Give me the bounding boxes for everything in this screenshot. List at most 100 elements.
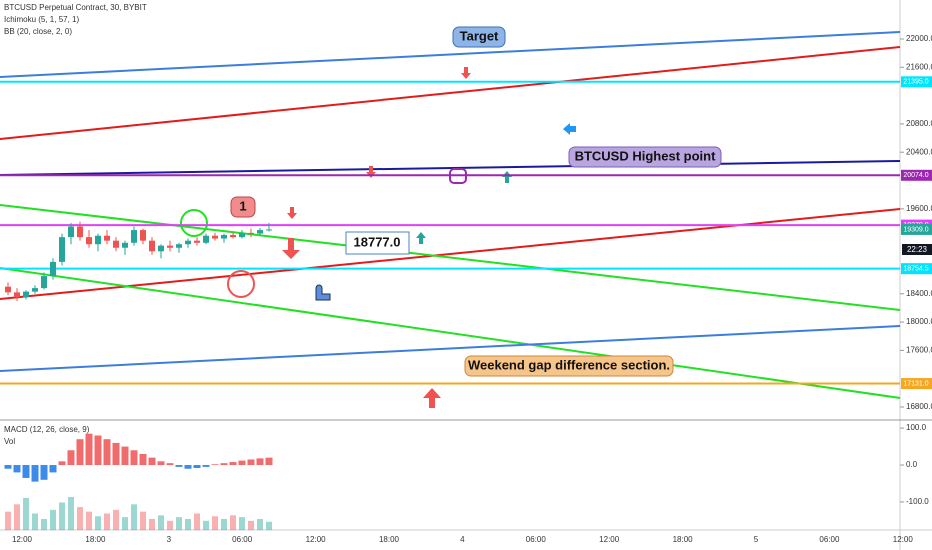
callout [345,231,410,255]
candle-body [122,242,128,248]
y-tick-label: 20400.0 [906,147,932,156]
volume-bar [23,497,29,530]
x-tick-label: 06:00 [819,535,840,544]
candle-body [32,288,38,292]
y-tick-label: 19600.0 [906,204,932,213]
candle-body [131,230,137,243]
volume-bar [266,521,272,530]
price-label-box [901,263,932,275]
candle-body [50,261,56,277]
x-tick-label: 3 [167,535,172,544]
candle-body [77,226,83,238]
volume-bar [230,515,236,530]
sad-face [227,270,255,298]
arrow-up [423,388,441,408]
arrow-up [416,232,426,244]
candle-body [176,244,182,248]
candle-body [104,235,110,241]
candle-body [230,235,236,238]
candle-body [59,237,65,262]
x-tick-label: 12:00 [893,535,914,544]
macd-bar [148,457,156,466]
x-tick-label: 12:00 [599,535,620,544]
volume-bar [104,513,110,530]
indicator-label: BB (20, close, 2, 0) [4,27,72,36]
annotation: 1 [239,198,246,213]
hand-icon [315,284,331,301]
candle-body [221,235,227,239]
volume-bar [122,517,128,530]
macd-bar [265,457,273,466]
volume-bar [77,507,83,530]
y-tick-label: 22000.0 [906,34,932,43]
candle-body [167,245,173,248]
x-tick-label: 06:00 [232,535,253,544]
y-tick-label: 21600.0 [906,62,932,71]
macd-bar [166,463,174,466]
volume-bar [158,515,164,530]
macd-bar [49,465,57,473]
candle-body [86,237,92,245]
macd-bar [121,446,129,466]
trend-line [0,267,901,399]
candle-body [95,235,101,245]
volume-bar [257,519,263,530]
callout [230,196,256,218]
candle-body [158,245,164,252]
volume-bar [212,516,218,530]
macd-bar [94,435,102,466]
trend-line [0,204,901,311]
macd-bar [139,453,147,466]
chart-title: BTCUSD Perpetual Contract, 30, BYBIT [4,3,147,12]
y-tick-label: -100.0 [906,497,929,506]
smiley [180,209,208,237]
arrow-down [461,67,471,79]
macd-bar [184,465,192,469]
price-label-box [901,76,932,88]
y-tick-label: 100.0 [906,423,927,432]
price-label: 17131.0 [903,380,928,387]
candle-body [248,232,254,234]
annotation: Weekend gap difference section. [468,357,670,372]
macd-bar [31,465,39,482]
price-label: 20074.0 [903,172,928,179]
candle-body [194,240,200,243]
volume-bar [221,519,227,530]
y-tick-label: 0.0 [906,460,918,469]
candle-body [149,240,155,252]
annotation: BTCUSD Highest point [575,148,716,163]
volume-bar [239,517,245,530]
annotation: 18777.0 [354,234,401,249]
price-label-box [901,378,932,390]
macd-bar [229,462,237,466]
macd-bar [67,450,75,466]
macd-bar [130,450,138,466]
macd-bar [211,464,219,466]
candle-body [23,291,29,298]
candle-body [41,276,47,289]
countdown: 22:23 [907,245,928,254]
macd-bar [202,465,210,467]
arrow-down [282,238,300,259]
x-tick-label: 18:00 [673,535,694,544]
candle-body [212,235,218,239]
macd-bar [247,459,255,466]
macd-bar [238,460,246,466]
price-label-box [901,169,932,181]
macd-bar [76,439,84,466]
volume-bar [59,502,65,530]
x-tick-label: 12:00 [12,535,33,544]
macd-bar [13,465,21,473]
callout [568,146,722,168]
volume-bar [95,516,101,530]
price-label: 21395.0 [903,79,928,86]
macd-bar [256,458,264,466]
candle-body [257,230,263,234]
macd-bar [58,461,66,466]
macd-bar [112,442,120,466]
volume-bar [140,511,146,530]
volume-bar [248,520,254,530]
candle-body [266,229,272,231]
macd-bar [220,463,228,466]
